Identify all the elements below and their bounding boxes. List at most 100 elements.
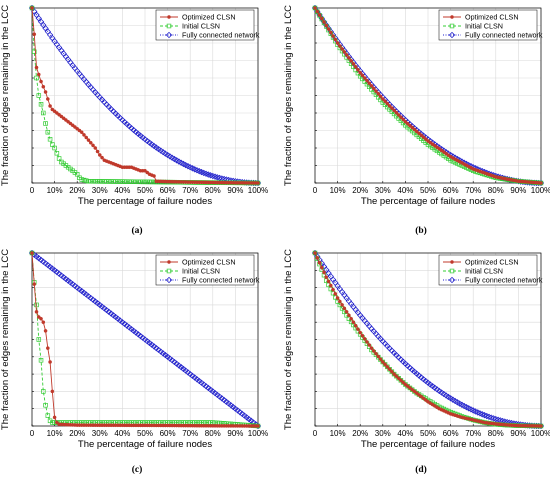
x-tick-label: 70%: [182, 186, 198, 195]
data-point: [93, 179, 98, 184]
data-point: [349, 59, 353, 63]
x-tick-label: 100%: [531, 429, 550, 438]
legend-marker: [165, 31, 173, 39]
data-point: [108, 179, 114, 184]
x-tick-label: 100%: [248, 429, 268, 438]
data-point: [369, 84, 374, 88]
y-axis-label: The fraction of edges remaining in the L…: [283, 5, 294, 186]
data-point: [385, 364, 390, 370]
x-tick-label: 60%: [160, 186, 176, 195]
data-point: [324, 275, 329, 280]
data-point: [32, 49, 37, 54]
legend-entry: Fully connected network: [182, 276, 260, 285]
data-point: [408, 123, 412, 128]
data-point: [81, 177, 87, 183]
data-point: [378, 94, 383, 99]
data-point: [52, 145, 57, 151]
data-point: [382, 362, 388, 367]
data-point: [117, 179, 123, 184]
data-point: [102, 179, 107, 184]
data-point: [84, 135, 89, 140]
data-point: [392, 372, 396, 376]
x-tick-label: 0: [313, 186, 318, 195]
data-point: [367, 343, 372, 347]
data-point: [387, 367, 392, 372]
data-point: [129, 179, 134, 184]
legend-marker: [166, 23, 172, 29]
data-point: [369, 346, 374, 350]
data-point: [331, 34, 335, 38]
data-point: [394, 374, 399, 378]
x-tick-label: 0: [30, 186, 35, 195]
data-point: [126, 179, 132, 184]
data-point: [45, 413, 51, 418]
data-point: [50, 389, 55, 394]
data-point: [417, 131, 421, 136]
x-tick-label: 20%: [352, 186, 368, 195]
data-point: [34, 75, 39, 81]
legend-box: [155, 254, 255, 286]
legend-entry: Optimized CLSN: [465, 13, 519, 22]
data-point: [91, 143, 95, 148]
data-point: [82, 133, 86, 137]
legend-entry: Fully connected network: [465, 31, 543, 40]
chart-panel-a: 0 10% 20% 30% 40% 50% 60% 70% 80% 90% 100% The frac…: [0, 5, 268, 236]
data-point: [138, 179, 143, 185]
data-point: [390, 106, 394, 110]
data-point: [374, 89, 378, 93]
legend-box: [438, 254, 538, 286]
data-point: [145, 179, 150, 185]
data-point: [329, 30, 333, 35]
legend-box: [438, 9, 538, 41]
legend-entry: Initial CLSN: [182, 267, 220, 276]
data-point: [412, 127, 417, 132]
data-point: [365, 78, 369, 83]
data-point: [383, 362, 387, 367]
data-point: [50, 420, 55, 425]
data-point: [48, 360, 52, 364]
data-point: [333, 292, 338, 296]
data-point: [152, 174, 156, 178]
data-point: [32, 32, 37, 37]
data-point: [45, 130, 51, 135]
data-point: [95, 149, 100, 154]
data-point: [358, 70, 363, 75]
x-axis-label: The percentage of failure nodes: [361, 439, 495, 450]
data-point: [401, 380, 405, 385]
data-point: [340, 47, 344, 51]
data-point: [317, 260, 322, 265]
data-point: [41, 84, 46, 89]
data-point: [414, 129, 419, 134]
data-point: [115, 179, 121, 184]
x-tick-label: 70%: [182, 429, 198, 438]
data-layer: [29, 5, 261, 186]
data-point: [122, 179, 127, 184]
x-tick-label: 30%: [375, 186, 391, 195]
data-point: [256, 181, 260, 185]
x-tick-label: 90%: [510, 429, 526, 438]
series-optimized-clsn: [313, 6, 543, 185]
data-point: [374, 351, 378, 356]
data-point: [88, 140, 93, 145]
x-tick-label: 10%: [47, 429, 63, 438]
data-point: [46, 97, 50, 101]
x-tick-label: 20%: [352, 429, 368, 438]
data-point: [335, 296, 340, 300]
data-point: [347, 56, 351, 60]
legend-entry: Optimized CLSN: [182, 258, 236, 267]
data-point: [394, 110, 399, 115]
data-point: [367, 81, 372, 86]
data-point: [333, 37, 338, 42]
series-optimized-clsn: [30, 6, 260, 185]
y-axis-label: The fraction of edges remaining in the L…: [0, 249, 11, 430]
data-point: [34, 310, 39, 314]
x-tick-label: 40%: [397, 429, 413, 438]
legend-entry: Optimized CLSN: [182, 13, 236, 22]
data-point: [322, 270, 326, 275]
data-point: [539, 424, 543, 428]
